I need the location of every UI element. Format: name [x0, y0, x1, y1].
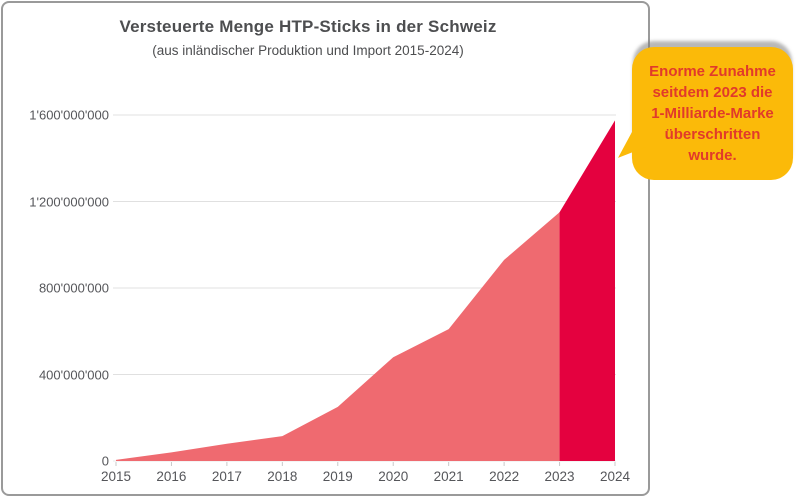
x-tick-label: 2019: [322, 469, 353, 484]
callout-text-line: wurde.: [688, 147, 737, 164]
area-2015-2023: [116, 212, 560, 461]
callout-text-line: 1-Milliarde-Marke: [651, 105, 774, 122]
x-tick-label: 2017: [211, 469, 242, 484]
x-tick-label: 2018: [267, 469, 298, 484]
chart-subtitle: (aus inländischer Produktion und Import …: [152, 43, 464, 58]
callout-bubble: Enorme Zunahme seitdem 2023 die 1-Milliard…: [632, 47, 793, 180]
x-tick-label: 2023: [544, 469, 575, 484]
callout-text-line: seitdem 2023 die: [652, 84, 773, 101]
chart-card: Versteuerte Menge HTP-Sticks in der Schw…: [1, 1, 650, 496]
y-tick-label: 400'000'000: [38, 367, 109, 382]
y-tick-label: 0: [101, 453, 109, 469]
x-tick-label: 2022: [489, 469, 520, 484]
area-2023-2024: [559, 120, 615, 462]
y-tick-label: 1'600'000'000: [29, 107, 109, 123]
callout-text-line: überschritten: [664, 126, 761, 143]
x-tick-label: 2020: [378, 469, 409, 484]
y-tick-label: 800'000'000: [38, 280, 109, 296]
x-tick-label: 2021: [433, 469, 464, 484]
chart-title: Versteuerte Menge HTP-Sticks in der Schw…: [119, 17, 497, 36]
x-tick-label: 2015: [100, 469, 132, 484]
x-tick-label: 2016: [156, 469, 187, 484]
callout-text-line: Enorme Zunahme: [649, 63, 776, 80]
x-tick-label: 2024: [599, 469, 631, 484]
area-chart: [113, 114, 616, 466]
y-tick-label: 1'200'000'000: [29, 194, 109, 209]
